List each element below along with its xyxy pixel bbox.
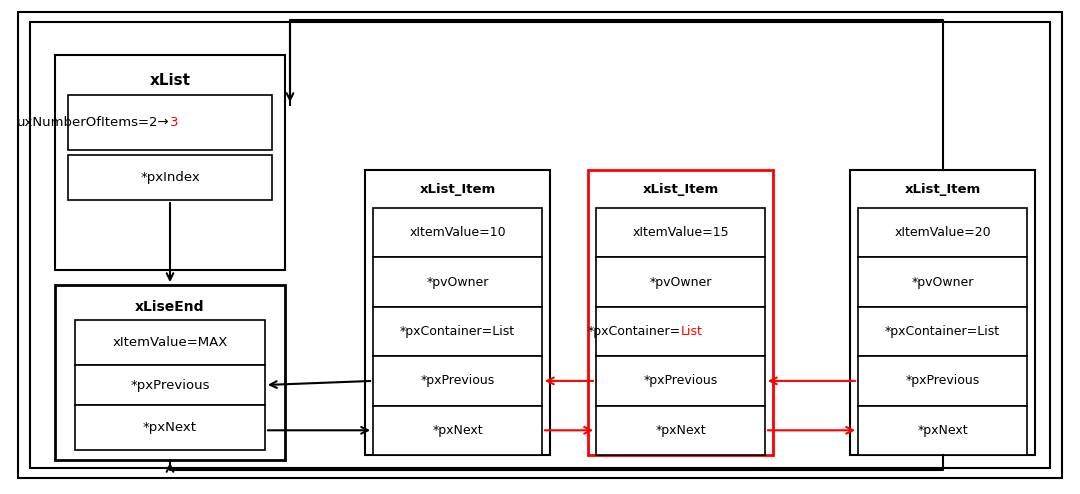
Bar <box>75 320 265 365</box>
Bar <box>55 285 285 460</box>
Text: xItemValue=15: xItemValue=15 <box>632 226 729 239</box>
Text: *pxContainer=List: *pxContainer=List <box>400 325 515 338</box>
Text: xLiseEnd: xLiseEnd <box>135 300 205 314</box>
Text: *pxPrevious: *pxPrevious <box>131 378 210 392</box>
Bar <box>596 356 765 406</box>
Bar <box>55 55 285 270</box>
Text: xList_Item: xList_Item <box>643 182 718 196</box>
Text: *pxNext: *pxNext <box>917 424 968 437</box>
Text: *pvOwner: *pvOwner <box>649 276 712 288</box>
Bar <box>373 356 542 406</box>
Text: xItemValue=20: xItemValue=20 <box>894 226 990 239</box>
Text: *pxPrevious: *pxPrevious <box>644 374 717 387</box>
Text: *pxNext: *pxNext <box>432 424 483 437</box>
Text: xList_Item: xList_Item <box>419 182 496 196</box>
Text: *pvOwner: *pvOwner <box>912 276 974 288</box>
Text: xItemValue=10: xItemValue=10 <box>409 226 505 239</box>
Text: uxNumberOfItems=2→: uxNumberOfItems=2→ <box>17 116 170 129</box>
Text: *pxNext: *pxNext <box>656 424 706 437</box>
Text: *pxPrevious: *pxPrevious <box>905 374 980 387</box>
Text: *pvOwner: *pvOwner <box>427 276 488 288</box>
Bar <box>68 95 272 150</box>
Text: xList: xList <box>149 73 190 87</box>
Bar <box>858 208 1027 257</box>
Text: *pxContainer=List: *pxContainer=List <box>885 325 1000 338</box>
Text: 3: 3 <box>170 116 178 129</box>
Bar <box>850 170 1035 455</box>
Bar <box>68 155 272 200</box>
Bar <box>858 307 1027 356</box>
Bar <box>596 406 765 455</box>
Text: xList_Item: xList_Item <box>904 182 981 196</box>
Bar <box>596 208 765 257</box>
Text: xItemValue=MAX: xItemValue=MAX <box>112 336 228 349</box>
Bar <box>373 257 542 307</box>
Bar <box>75 365 265 405</box>
Bar <box>75 405 265 450</box>
Bar <box>373 208 542 257</box>
Bar <box>596 257 765 307</box>
Text: *pxNext: *pxNext <box>143 421 197 434</box>
Bar <box>858 406 1027 455</box>
Text: *pxContainer=: *pxContainer= <box>588 325 680 338</box>
Bar <box>596 307 765 356</box>
Bar <box>373 406 542 455</box>
Text: List: List <box>680 325 702 338</box>
Text: *pxIndex: *pxIndex <box>140 171 200 184</box>
Text: *pxPrevious: *pxPrevious <box>420 374 495 387</box>
Bar <box>365 170 550 455</box>
Bar <box>858 257 1027 307</box>
Bar <box>373 307 542 356</box>
Bar <box>858 356 1027 406</box>
Bar <box>588 170 773 455</box>
